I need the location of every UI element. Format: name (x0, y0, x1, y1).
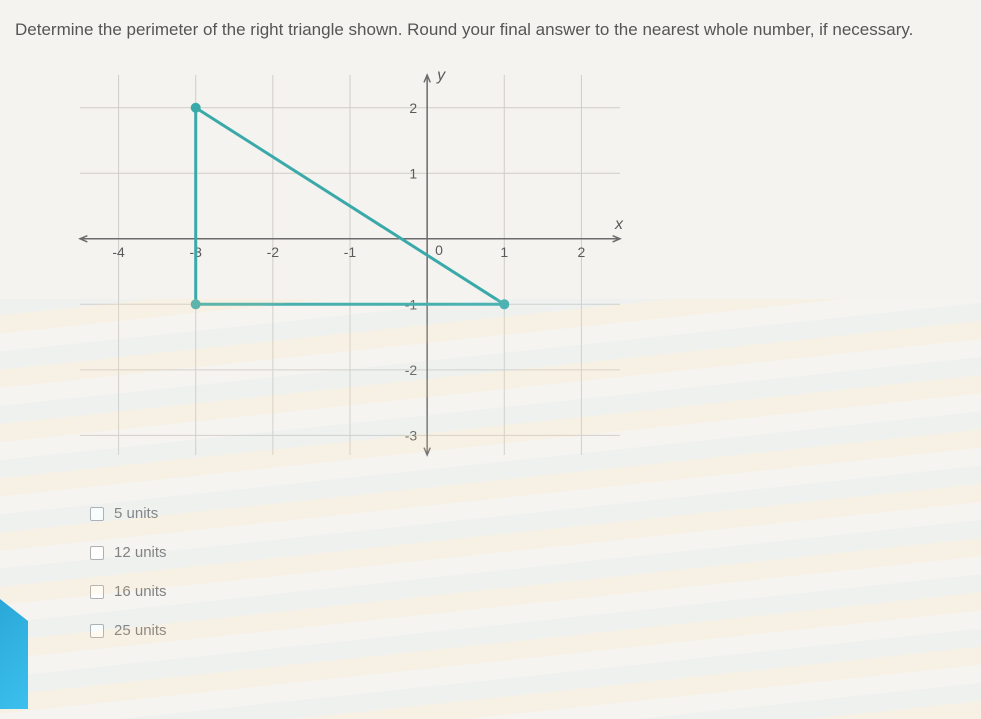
svg-text:-3: -3 (405, 427, 418, 443)
svg-text:-1: -1 (344, 244, 357, 260)
svg-text:-2: -2 (267, 244, 280, 260)
svg-text:0: 0 (435, 242, 443, 258)
answer-options: 5 units 12 units 16 units 25 units (90, 505, 971, 639)
svg-text:1: 1 (500, 244, 508, 260)
svg-text:1: 1 (409, 165, 417, 181)
option-b[interactable]: 12 units (90, 544, 971, 561)
chart-svg: -4-3-2-1012-3-2-112yx (70, 65, 630, 465)
svg-text:-4: -4 (112, 244, 125, 260)
coordinate-chart: -4-3-2-1012-3-2-112yx (70, 65, 630, 465)
option-label: 16 units (114, 583, 167, 600)
svg-text:-2: -2 (405, 362, 418, 378)
svg-text:2: 2 (409, 100, 417, 116)
radio-icon (90, 546, 104, 560)
svg-text:x: x (614, 216, 624, 233)
question-text: Determine the perimeter of the right tri… (10, 20, 971, 40)
radio-icon (90, 507, 104, 521)
radio-icon (90, 624, 104, 638)
option-label: 25 units (114, 622, 167, 639)
radio-icon (90, 585, 104, 599)
option-d[interactable]: 25 units (90, 622, 971, 639)
option-label: 5 units (114, 505, 158, 522)
option-c[interactable]: 16 units (90, 583, 971, 600)
option-a[interactable]: 5 units (90, 505, 971, 522)
svg-text:y: y (436, 67, 446, 84)
svg-text:2: 2 (578, 244, 586, 260)
option-label: 12 units (114, 544, 167, 561)
